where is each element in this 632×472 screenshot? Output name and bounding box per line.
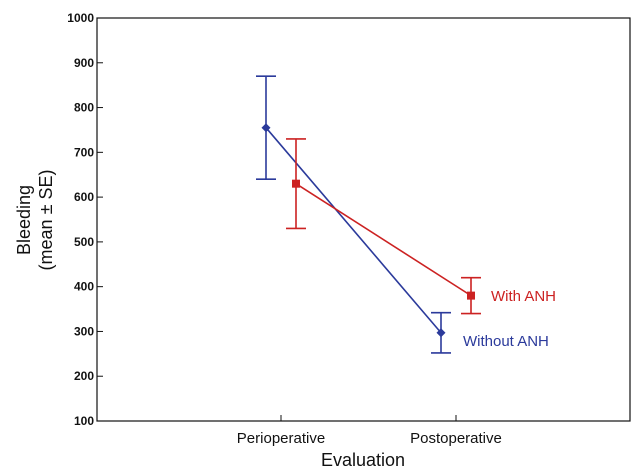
series-line-with-anh [295, 183, 472, 297]
x-axis-title: Evaluation [321, 450, 405, 470]
series-line-without-anh [265, 127, 442, 334]
plot-frame [96, 17, 631, 422]
y-tick-label: 600 [74, 190, 94, 204]
data-point-with-anh [467, 291, 475, 300]
data-point-without-anh [436, 328, 446, 338]
y-tick-label: 1000 [67, 11, 94, 25]
x-tick-label: Perioperative [237, 430, 325, 447]
x-tick-label: Postoperative [410, 430, 502, 447]
y-tick-label: 900 [74, 56, 94, 70]
y-axis-title-line2: (mean ± SE) [36, 170, 56, 271]
series-label-with-anh: With ANH [491, 288, 556, 305]
x-axis: Perioperative Postoperative [237, 415, 502, 447]
y-tick-label: 500 [74, 235, 94, 249]
data-point-without-anh [261, 123, 271, 133]
series-label-without-anh: Without ANH [463, 333, 549, 350]
series-layer: Without ANH With ANH [256, 75, 556, 354]
y-tick-label: 400 [74, 280, 94, 294]
y-tick-label: 300 [74, 324, 94, 338]
y-axis-title-line1: Bleeding [14, 185, 34, 255]
data-point-with-anh [292, 179, 300, 188]
y-axis: 100 200 300 400 500 600 700 800 900 1000 [67, 11, 103, 428]
y-tick-label: 200 [74, 369, 94, 383]
y-tick-label: 700 [74, 145, 94, 159]
y-tick-label: 100 [74, 414, 94, 428]
y-tick-label: 800 [74, 101, 94, 115]
